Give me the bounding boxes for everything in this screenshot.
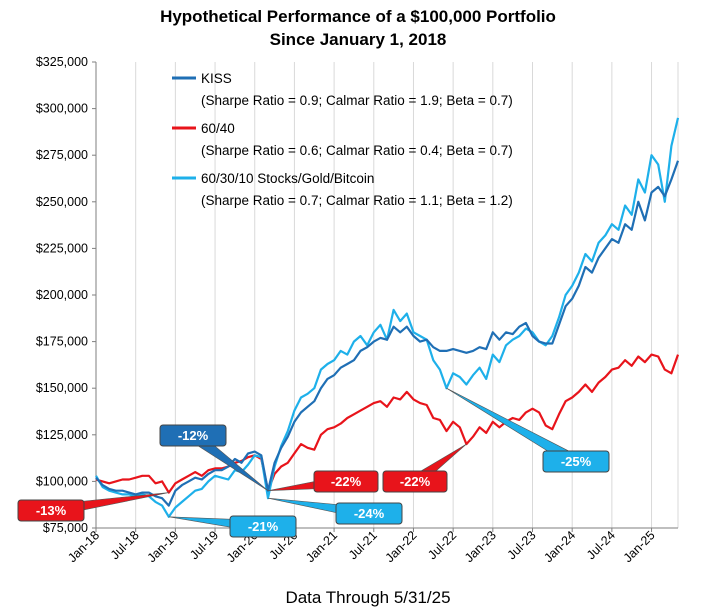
y-tick-label: $300,000 xyxy=(36,102,88,116)
legend: KISS (Sharpe Ratio = 0.9; Calmar Ratio = … xyxy=(172,71,513,208)
callout-box xyxy=(17,499,85,522)
legend-series-stats: (Sharpe Ratio = 0.6; Calmar Ratio = 0.4;… xyxy=(201,143,513,158)
y-tick-label: $275,000 xyxy=(36,148,88,162)
drawdown-label: -21% xyxy=(248,519,279,534)
callout-box xyxy=(542,450,610,473)
y-tick-label: $150,000 xyxy=(36,381,88,395)
drawdown-callouts: -12% -13% -21% -22% -24% -22% -25% xyxy=(17,387,610,538)
x-tick-label: Jan-19 xyxy=(145,528,182,565)
series-lines xyxy=(95,117,680,518)
x-tick-label: Jul-19 xyxy=(187,528,221,562)
x-tick-label: Jul-21 xyxy=(346,528,380,562)
y-tick-label: $125,000 xyxy=(36,428,88,442)
vertical-gridlines xyxy=(95,62,679,528)
x-tick-label: Jan-23 xyxy=(462,528,499,565)
x-tick-label: Jul-23 xyxy=(505,528,539,562)
x-tick-label: Jan-22 xyxy=(383,528,420,565)
legend-series-stats: (Sharpe Ratio = 0.9; Calmar Ratio = 1.9;… xyxy=(201,93,513,108)
drawdown-label: -22% xyxy=(331,474,362,489)
x-tick-label: Jul-18 xyxy=(108,528,142,562)
drawdown-label: -13% xyxy=(36,503,67,518)
legend-series-name: KISS xyxy=(201,71,232,86)
y-tick-label: $100,000 xyxy=(36,474,88,488)
x-tick-label: Jan-24 xyxy=(541,528,578,565)
y-tick-label: $175,000 xyxy=(36,335,88,349)
drawdown-label: -24% xyxy=(354,506,385,521)
legend-series-name: 60/40 xyxy=(201,121,235,136)
callout-box xyxy=(335,502,403,525)
drawdown-label: -22% xyxy=(400,474,431,489)
legend-series-stats: (Sharpe Ratio = 0.7; Calmar Ratio = 1.1;… xyxy=(201,193,513,208)
y-tick-label: $75,000 xyxy=(43,521,88,535)
callout-box xyxy=(382,470,448,493)
x-tick-label: Jan-21 xyxy=(303,528,340,565)
callout-box xyxy=(313,470,379,493)
drawdown-label: -12% xyxy=(178,428,209,443)
y-tick-label: $200,000 xyxy=(36,288,88,302)
callout-box xyxy=(229,515,297,538)
legend-series-name: 60/30/10 Stocks/Gold/Bitcoin xyxy=(201,171,374,186)
drawdown-label: -25% xyxy=(561,454,592,469)
series-line-1 xyxy=(95,353,680,494)
series-line-0 xyxy=(95,160,680,507)
callout-box xyxy=(159,424,227,447)
chart-subtitle: Since January 1, 2018 xyxy=(270,30,447,49)
y-tick-label: $250,000 xyxy=(36,195,88,209)
chart-title: Hypothetical Performance of a $100,000 P… xyxy=(160,7,556,26)
x-tick-label: Jul-24 xyxy=(584,528,618,562)
x-tick-label: Jul-22 xyxy=(425,528,459,562)
y-tick-label: $325,000 xyxy=(36,55,88,69)
y-tick-label: $225,000 xyxy=(36,241,88,255)
x-tick-label: Jan-25 xyxy=(621,528,658,565)
data-date-footer: Data Through 5/31/25 xyxy=(285,588,450,607)
